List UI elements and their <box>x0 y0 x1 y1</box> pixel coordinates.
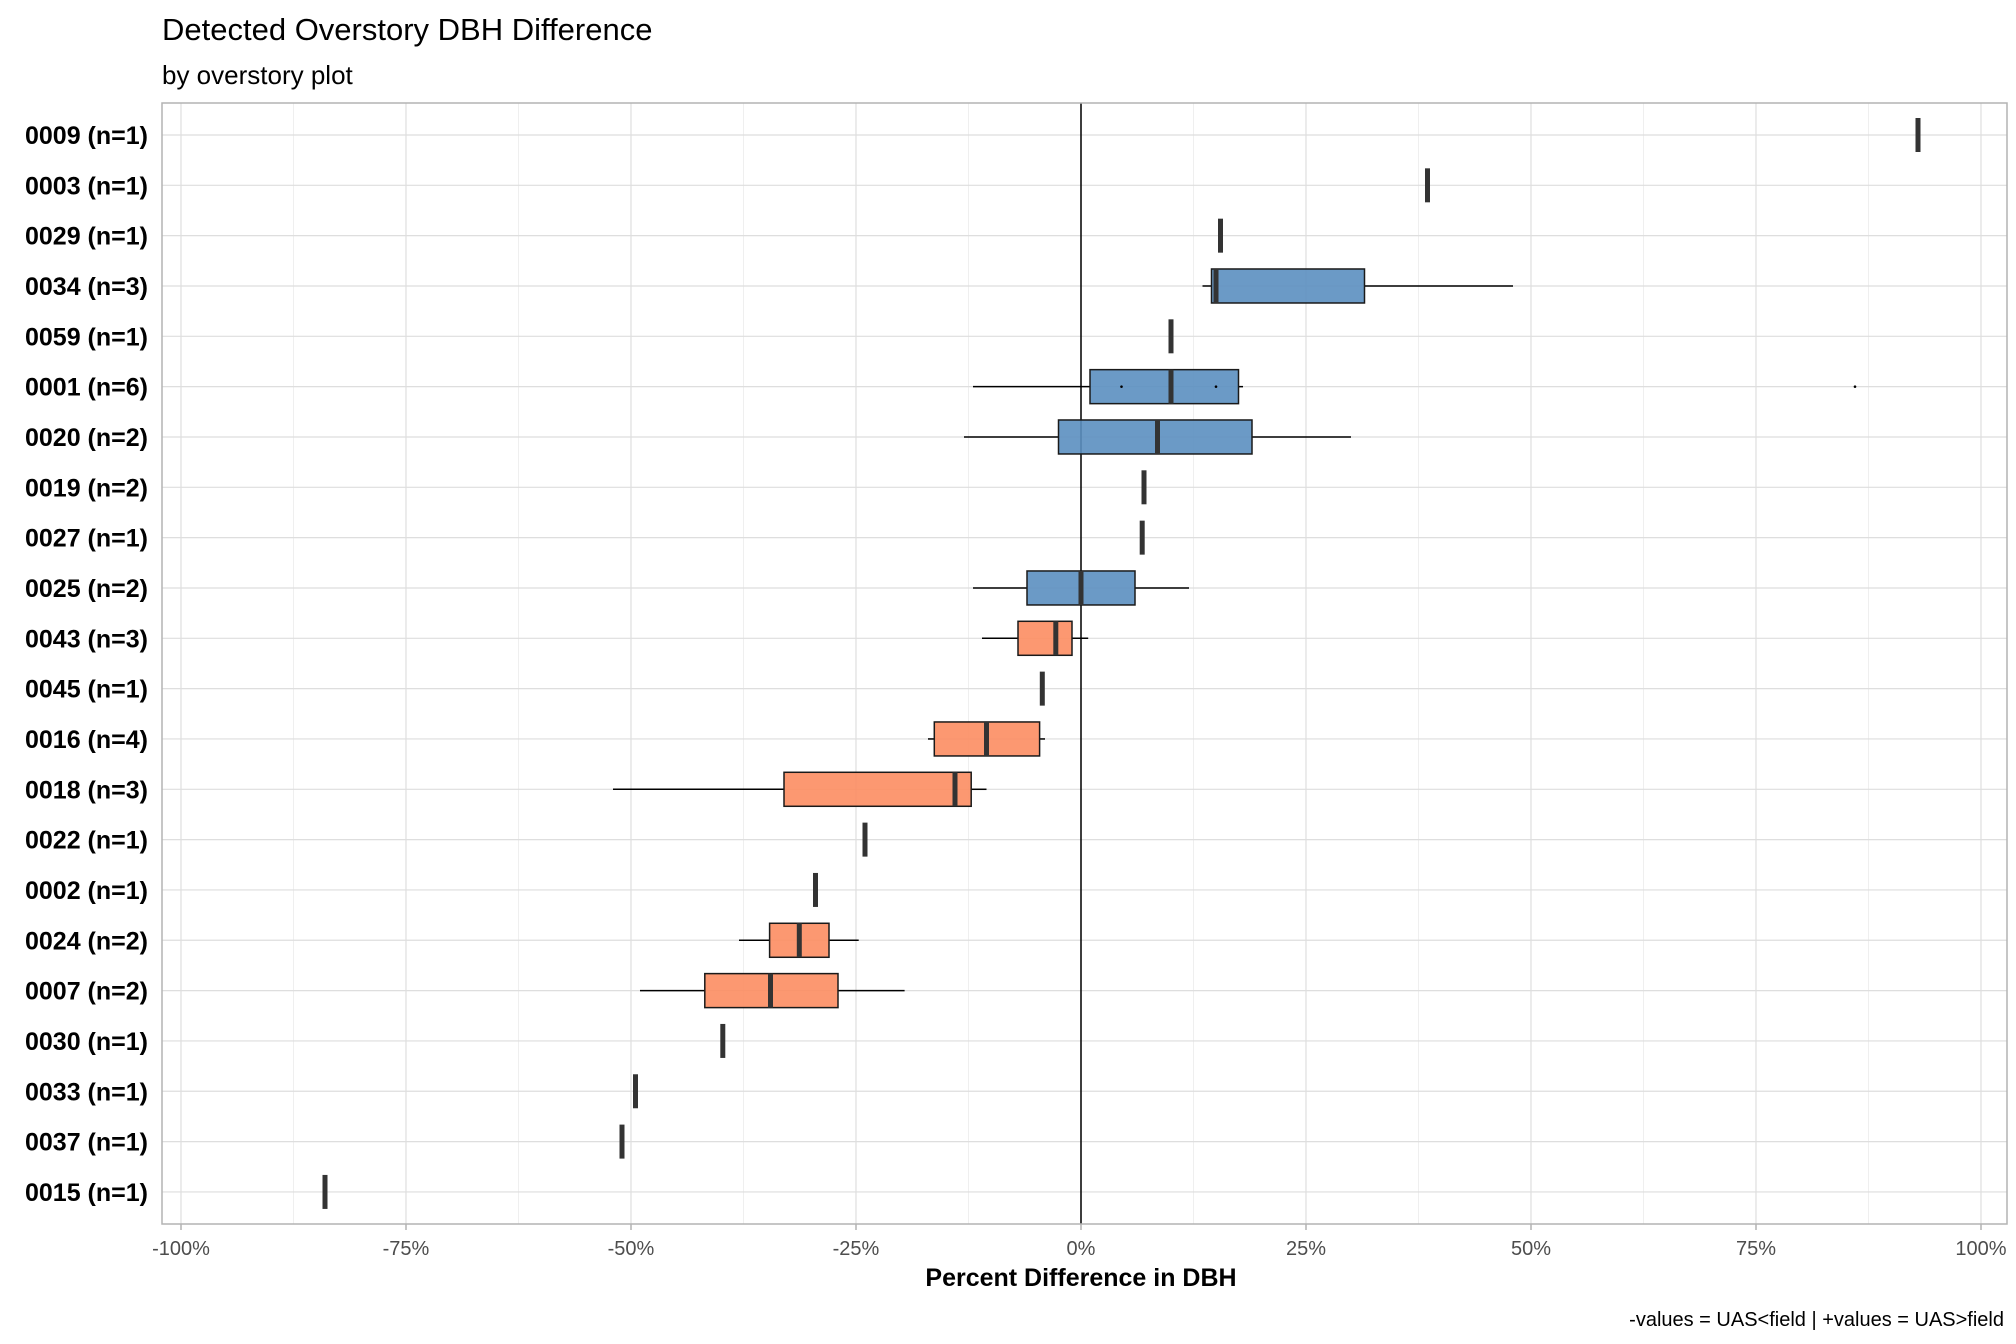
x-tick-label: -25% <box>833 1238 880 1260</box>
y-tick-label: 0003 (n=1) <box>25 172 148 200</box>
y-tick-label: 0001 (n=6) <box>25 374 148 402</box>
x-tick-label: 0% <box>1067 1238 1096 1260</box>
x-tick-label: 100% <box>1955 1238 2006 1260</box>
chart-caption: -values = UAS<field | +values = UAS>fiel… <box>1629 1309 2004 1331</box>
x-axis-label: Percent Difference in DBH <box>925 1264 1236 1292</box>
x-tick-label: 50% <box>1511 1238 1551 1260</box>
grid <box>162 103 2007 1224</box>
y-tick-label: 0027 (n=1) <box>25 525 148 553</box>
plot-marks <box>322 118 1921 1209</box>
x-tick-label: -50% <box>608 1238 655 1260</box>
y-tick-label: 0034 (n=3) <box>25 273 148 301</box>
outlier-point <box>1853 385 1857 388</box>
y-tick-label: 0015 (n=1) <box>25 1179 148 1207</box>
panel-border <box>161 102 2008 1225</box>
boxplot-0025 <box>973 570 1189 606</box>
y-tick-label: 0022 (n=1) <box>25 827 148 855</box>
boxplot-0024 <box>739 922 859 959</box>
y-tick-label: 0024 (n=2) <box>25 927 148 955</box>
x-axis: -100% -75% -50% -25% 0% 25% 50% 75% 100% <box>152 1224 2007 1260</box>
x-tick-label: -100% <box>152 1238 210 1260</box>
boxplot-0020 <box>964 419 1351 455</box>
boxplot-0043 <box>982 620 1089 657</box>
box <box>1210 268 1366 304</box>
x-tick-label: 75% <box>1736 1238 1776 1260</box>
y-tick-label: 0059 (n=1) <box>25 323 148 351</box>
y-tick-label: 0030 (n=1) <box>25 1028 148 1056</box>
y-tick-label: 0007 (n=2) <box>25 978 148 1006</box>
y-tick-label: 0009 (n=1) <box>25 122 148 150</box>
y-tick-label: 0020 (n=2) <box>25 424 148 452</box>
y-tick-label: 0025 (n=2) <box>25 575 148 603</box>
boxplot-0001 <box>973 368 1857 405</box>
y-tick-label: 0037 (n=1) <box>25 1129 148 1157</box>
y-tick-label: 0029 (n=1) <box>25 223 148 251</box>
x-tick-label: 25% <box>1286 1238 1326 1260</box>
outlier-point <box>1120 385 1123 388</box>
outlier-point <box>1214 385 1218 388</box>
boxplot-0016 <box>928 721 1045 757</box>
y-tick-label: 0019 (n=2) <box>25 474 148 502</box>
y-tick-label: 0033 (n=1) <box>25 1078 148 1106</box>
chart-title: Detected Overstory DBH Difference <box>162 12 652 47</box>
box <box>783 771 972 808</box>
x-tick-label: -75% <box>383 1238 430 1260</box>
chart-subtitle: by overstory plot <box>162 60 354 90</box>
y-tick-label: 0018 (n=3) <box>25 776 148 804</box>
y-tick-label: 0043 (n=3) <box>25 625 148 653</box>
box <box>1089 368 1240 405</box>
boxplot-0018 <box>613 771 987 808</box>
boxplot-0007 <box>640 972 905 1009</box>
box <box>1017 620 1073 657</box>
y-tick-label: 0016 (n=4) <box>25 726 148 754</box>
boxplot-0034 <box>1202 268 1513 304</box>
y-axis: 0009 (n=1) 0003 (n=1) 0029 (n=1) 0034 (n=3)… <box>25 122 148 1207</box>
y-tick-label: 0002 (n=1) <box>25 877 148 905</box>
y-tick-label: 0045 (n=1) <box>25 676 148 704</box>
